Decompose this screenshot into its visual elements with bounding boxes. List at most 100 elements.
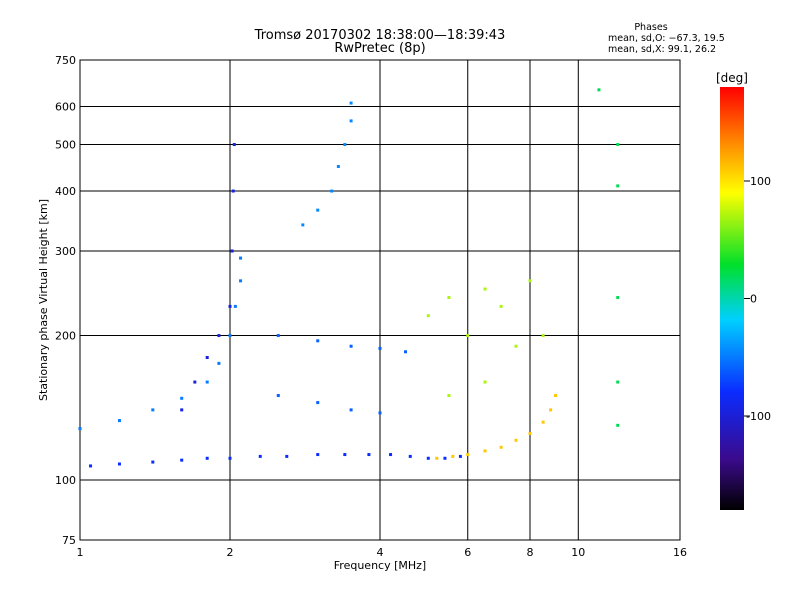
echo-point: [205, 456, 209, 460]
echo-point: [349, 119, 353, 123]
phases-heading: Phases: [634, 22, 668, 33]
echo-point: [239, 279, 243, 283]
y-tick-label: 200: [55, 330, 76, 343]
echo-point: [483, 449, 487, 453]
echo-point: [466, 334, 470, 338]
echo-point: [232, 143, 236, 147]
echo-point: [276, 334, 280, 338]
echo-point: [616, 296, 620, 300]
echo-point: [528, 279, 532, 283]
echo-point: [466, 453, 470, 457]
x-tick-label: 4: [377, 546, 384, 559]
echo-point: [349, 101, 353, 105]
echo-point: [616, 380, 620, 384]
echo-point: [276, 394, 280, 398]
echo-point: [301, 223, 305, 227]
echo-point: [378, 411, 382, 415]
echo-point: [205, 355, 209, 359]
echo-point: [180, 396, 184, 400]
echo-point: [117, 462, 121, 466]
echo-point: [499, 304, 503, 308]
echo-point: [228, 304, 232, 308]
echo-point: [228, 334, 232, 338]
echo-point: [316, 401, 320, 405]
echo-point: [336, 164, 340, 168]
x-tick-label: 1: [77, 546, 84, 559]
echo-point: [117, 419, 121, 423]
echo-point: [528, 432, 532, 436]
echo-point: [616, 423, 620, 427]
echo-point: [239, 256, 243, 260]
y-tick-label: 600: [55, 101, 76, 114]
echo-point: [367, 453, 371, 457]
echo-point: [553, 394, 557, 398]
echo-point: [378, 346, 382, 350]
colorbar-tick-label: -100: [746, 410, 771, 423]
echo-point: [616, 143, 620, 147]
echo-point: [316, 339, 320, 343]
echo-point: [349, 344, 353, 348]
x-tick-label: 6: [464, 546, 471, 559]
echo-point: [403, 350, 407, 354]
echo-point: [151, 460, 155, 464]
echo-point: [180, 408, 184, 412]
echo-point: [435, 456, 439, 460]
echo-point: [451, 454, 455, 458]
echo-point: [549, 408, 553, 412]
y-tick-label: 300: [55, 245, 76, 258]
colorbar-tick-label: 0: [750, 293, 757, 306]
echo-point: [541, 420, 545, 424]
echo-point: [217, 361, 221, 365]
echo-point: [443, 456, 447, 460]
echo-point: [447, 394, 451, 398]
x-tick-label: 16: [673, 546, 687, 559]
echo-point: [330, 189, 334, 193]
echo-point: [228, 456, 232, 460]
echo-point: [285, 454, 289, 458]
echo-point: [193, 380, 197, 384]
echo-point: [499, 445, 503, 449]
phases-x-mode-stats: mean, sd,X: 99.1, 26.2: [608, 44, 717, 55]
echo-point: [205, 380, 209, 384]
y-tick-label: 400: [55, 185, 76, 198]
echo-point: [151, 408, 155, 412]
echo-point: [316, 453, 320, 457]
echo-point: [258, 454, 262, 458]
y-tick-label: 100: [55, 474, 76, 487]
colorbar-tick-label: 100: [750, 175, 771, 188]
echo-point: [343, 453, 347, 457]
echo-point: [233, 304, 237, 308]
echo-point: [458, 454, 462, 458]
echo-point: [180, 458, 184, 462]
echo-point: [408, 454, 412, 458]
echo-point: [447, 296, 451, 300]
echo-point: [389, 453, 393, 457]
echo-point: [349, 408, 353, 412]
y-axis-label: Stationary phase Virtual Height [km]: [37, 199, 50, 401]
y-tick-label: 500: [55, 139, 76, 152]
echo-point: [217, 334, 221, 338]
echo-point: [231, 189, 235, 193]
echo-point: [426, 314, 430, 318]
echo-point: [230, 249, 234, 253]
chart-title: Tromsø 20170302 18:38:00—18:39:43: [254, 28, 506, 43]
chart-subtitle: RwPretec (8p): [334, 41, 426, 56]
echo-point: [483, 287, 487, 291]
echo-point: [483, 380, 487, 384]
colorbar: [720, 87, 744, 510]
x-tick-label: 10: [571, 546, 585, 559]
echo-point: [89, 464, 93, 468]
x-tick-label: 8: [527, 546, 534, 559]
echo-point: [78, 427, 82, 431]
echo-point: [426, 456, 430, 460]
y-tick-label: 750: [55, 54, 76, 67]
colorbar-label: [deg]: [716, 71, 748, 85]
echo-point: [514, 344, 518, 348]
phases-o-mode-stats: mean, sd,O: −67.3, 19.5: [608, 33, 725, 44]
x-tick-label: 2: [227, 546, 234, 559]
echo-point: [343, 143, 347, 147]
echo-point: [316, 208, 320, 212]
y-tick-label: 75: [62, 534, 76, 547]
echo-point: [597, 88, 601, 92]
